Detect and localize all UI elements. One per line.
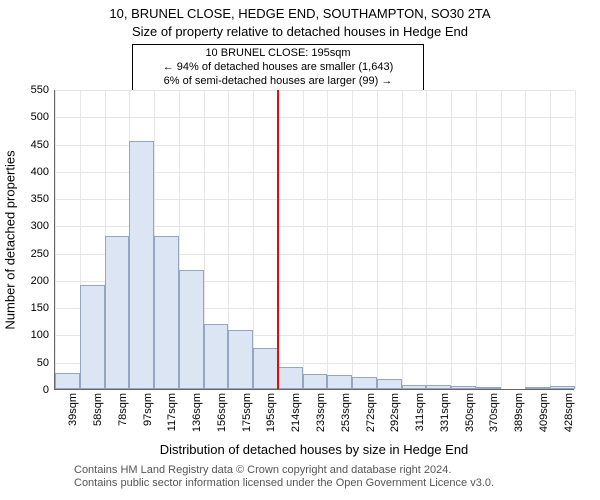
x-tick-label: 156sqm (216, 373, 228, 412)
gridline-vertical (402, 90, 403, 389)
chart-title-main: 10, BRUNEL CLOSE, HEDGE END, SOUTHAMPTON… (0, 6, 600, 21)
y-tick-label: 200 (31, 275, 55, 287)
x-tick-label: 97sqm (142, 376, 154, 409)
gridline-vertical (253, 90, 254, 389)
x-tick-label: 58sqm (92, 376, 104, 409)
y-tick-label: 350 (31, 193, 55, 205)
histogram-bar (80, 285, 105, 389)
gridline-vertical (550, 90, 551, 389)
histogram-bar (129, 141, 154, 389)
gridline-vertical (525, 90, 526, 389)
x-tick-label: 350sqm (464, 373, 476, 412)
gridline-vertical (451, 90, 452, 389)
footer-line: Contains HM Land Registry data © Crown c… (74, 464, 494, 477)
annotation-line: 10 BRUNEL CLOSE: 195sqm (139, 47, 417, 61)
gridline-vertical (352, 90, 353, 389)
histogram-chart: 10, BRUNEL CLOSE, HEDGE END, SOUTHAMPTON… (0, 0, 600, 500)
y-tick-label: 550 (31, 84, 55, 96)
gridline-vertical (303, 90, 304, 389)
x-tick-label: 331sqm (439, 373, 451, 412)
y-tick-label: 400 (31, 166, 55, 178)
x-tick-label: 370sqm (488, 373, 500, 412)
gridline-vertical (377, 90, 378, 389)
x-tick-label: 195sqm (265, 373, 277, 412)
x-tick-label: 175sqm (241, 373, 253, 412)
x-tick-label: 409sqm (538, 373, 550, 412)
x-tick-label: 253sqm (340, 373, 352, 412)
gridline-vertical (575, 90, 576, 389)
y-tick-label: 0 (43, 384, 55, 396)
y-axis-label: Number of detached properties (3, 150, 18, 329)
annotation-line: 6% of semi-detached houses are larger (9… (139, 75, 417, 89)
gridline-horizontal (55, 117, 574, 118)
histogram-bar (105, 236, 130, 389)
y-tick-label: 450 (31, 139, 55, 151)
x-tick-label: 39sqm (67, 376, 79, 409)
chart-title-sub: Size of property relative to detached ho… (0, 24, 600, 39)
histogram-bar (154, 236, 179, 389)
x-tick-label: 214sqm (290, 373, 302, 412)
x-tick-label: 389sqm (513, 373, 525, 412)
x-tick-label: 78sqm (117, 376, 129, 409)
x-tick-label: 136sqm (191, 373, 203, 412)
highlight-line (277, 90, 279, 389)
x-tick-label: 428sqm (563, 373, 575, 412)
y-tick-label: 150 (31, 302, 55, 314)
y-tick-label: 50 (37, 357, 55, 369)
gridline-vertical (501, 90, 502, 389)
y-tick-label: 100 (31, 329, 55, 341)
x-axis-label: Distribution of detached houses by size … (54, 442, 574, 457)
x-tick-label: 233sqm (315, 373, 327, 412)
gridline-vertical (476, 90, 477, 389)
gridline-vertical (327, 90, 328, 389)
gridline-vertical (55, 90, 56, 389)
gridline-vertical (426, 90, 427, 389)
y-tick-label: 250 (31, 248, 55, 260)
y-tick-label: 300 (31, 220, 55, 232)
plot-area: 05010015020025030035040045050055039sqm58… (54, 90, 574, 390)
annotation-box: 10 BRUNEL CLOSE: 195sqm ← 94% of detache… (132, 44, 424, 91)
gridline-horizontal (55, 90, 574, 91)
footer-attribution: Contains HM Land Registry data © Crown c… (74, 464, 494, 490)
x-tick-label: 272sqm (365, 373, 377, 412)
x-tick-label: 311sqm (414, 374, 426, 412)
annotation-line: ← 94% of detached houses are smaller (1,… (139, 61, 417, 75)
footer-line: Contains public sector information licen… (74, 477, 494, 490)
histogram-bar (179, 270, 204, 389)
x-tick-label: 117sqm (166, 374, 178, 412)
y-tick-label: 500 (31, 111, 55, 123)
x-tick-label: 292sqm (389, 373, 401, 412)
